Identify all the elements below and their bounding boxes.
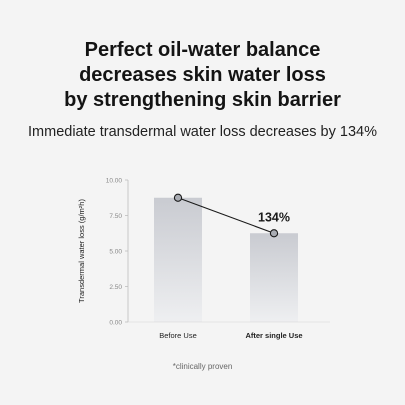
y-axis-title: Transdermal water loss (g/m²h) <box>77 199 86 303</box>
change-annotation: 134% <box>258 210 290 224</box>
headline-line-1: Perfect oil-water balance <box>84 39 321 61</box>
subheadline: Immediate transdermal water loss decreas… <box>28 124 377 140</box>
y-tick-label: 10.00 <box>106 178 123 185</box>
headline-line-3: by strengthening skin barrier <box>64 89 341 111</box>
footnote: *clinically proven <box>172 362 233 371</box>
trend-line <box>177 197 275 234</box>
headline-line-2: decreases skin water loss <box>79 64 326 86</box>
x-category-label: After single Use <box>245 331 302 340</box>
y-tick-label: 0.00 <box>109 320 122 327</box>
bar <box>250 233 298 322</box>
x-category-label: Before Use <box>159 331 197 340</box>
headline: Perfect oil-water balance decreases skin… <box>0 38 405 113</box>
bar-chart: 0.00 2.50 5.00 7.50 10.00 Transdermal water l… <box>77 178 330 340</box>
y-tick-label: 5.00 <box>109 249 122 256</box>
y-tick-label: 7.50 <box>109 213 122 220</box>
y-tick-label: 2.50 <box>109 284 122 291</box>
bar <box>154 197 202 322</box>
data-point <box>269 229 279 238</box>
data-point <box>173 193 183 202</box>
